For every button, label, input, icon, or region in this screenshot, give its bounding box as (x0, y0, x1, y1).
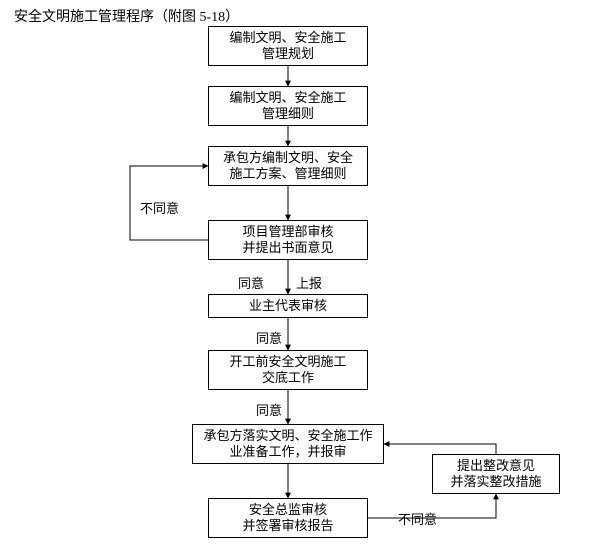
node-briefing: 开工前安全文明施工 交底工作 (208, 350, 368, 390)
node-pm-review: 项目管理部审核 并提出书面意见 (208, 220, 368, 260)
page-title: 安全文明施工管理程序（附图 5-18） (14, 6, 239, 26)
node-contractor: 承包方编制文明、安全 施工方案、管理细则 (208, 146, 368, 186)
label-agree-3: 同意 (256, 400, 282, 419)
node-prepare: 承包方落实文明、安全施工作 业准备工作，并报审 (192, 424, 384, 464)
node-rectify: 提出整改意见 并落实整改措施 (432, 454, 560, 494)
flowchart-canvas: 安全文明施工管理程序（附图 5-18） 编制文明、安全施工 管理规划 编制文明、… (0, 0, 608, 544)
node-plan: 编制文明、安全施工 管理规划 (208, 26, 368, 66)
node-chief-review: 安全总监审核 并签署审核报告 (208, 498, 368, 538)
label-agree-1: 同意 (238, 273, 264, 292)
node-owner-review: 业主代表审核 (208, 294, 368, 318)
label-disagree-2: 不同意 (398, 509, 437, 528)
label-disagree-1: 不同意 (140, 198, 179, 217)
node-rules: 编制文明、安全施工 管理细则 (208, 86, 368, 126)
label-report: 上报 (296, 273, 322, 292)
label-agree-2: 同意 (256, 328, 282, 347)
